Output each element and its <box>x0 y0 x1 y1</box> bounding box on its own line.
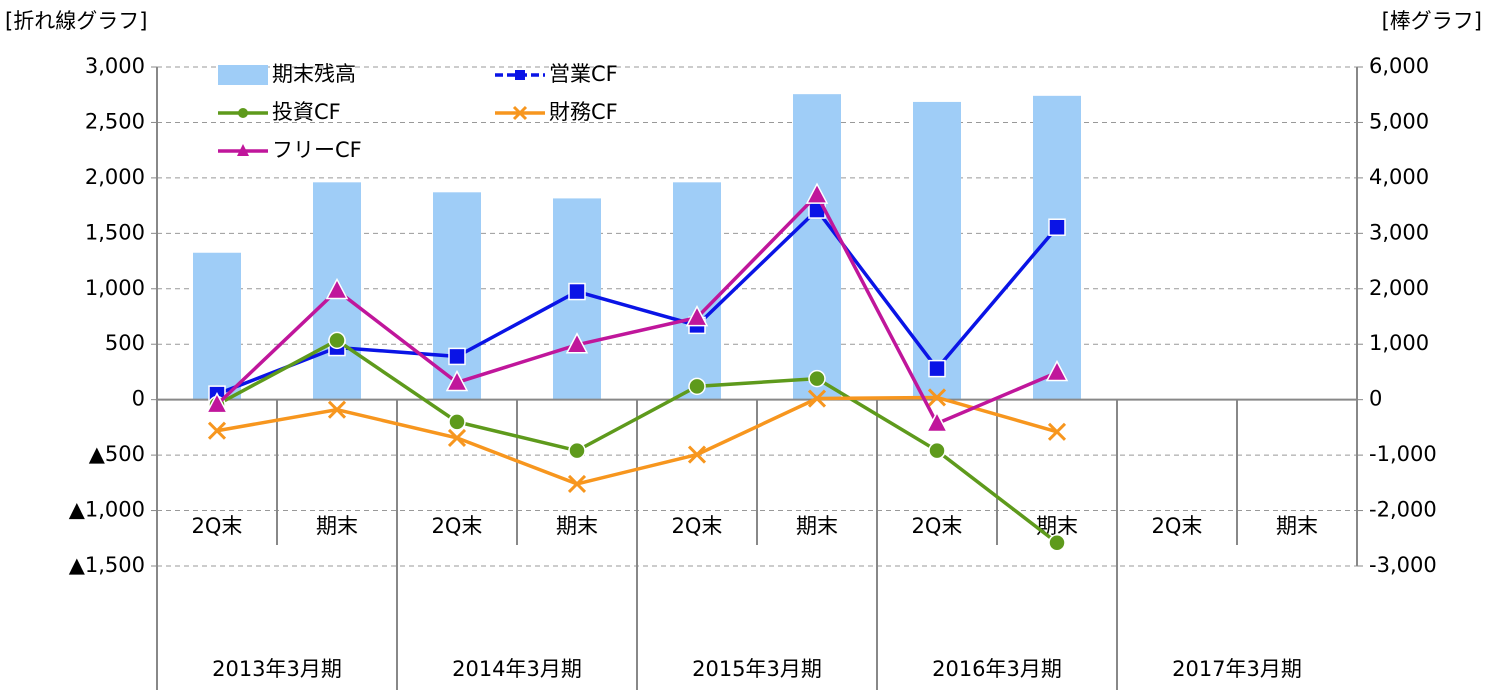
point <box>1048 218 1066 236</box>
point <box>925 410 949 433</box>
y-axis-label: [折れ線グラフ] <box>5 9 147 33</box>
group-label: 2015年3月期 <box>692 657 822 681</box>
group-label: 2013年3月期 <box>212 657 342 681</box>
y2-tick-label: 0 <box>1369 387 1382 411</box>
point <box>205 392 229 414</box>
point <box>565 332 589 354</box>
point <box>445 369 469 392</box>
y-tick-label: 0 <box>132 387 145 411</box>
legend-label: 営業CF <box>549 62 618 86</box>
legend-label: 財務CF <box>549 100 618 124</box>
y-tick-label: 2,000 <box>85 165 145 189</box>
y2-tick-label: -2,000 <box>1369 498 1437 522</box>
point <box>1045 359 1069 382</box>
line <box>216 338 1059 545</box>
point <box>808 369 826 388</box>
y-tick-label: 1,000 <box>85 276 145 300</box>
y2-tick-label: 3,000 <box>1369 220 1429 244</box>
group-label: 2017年3月期 <box>1172 657 1302 681</box>
point <box>1047 422 1067 441</box>
x-tick-label: 2Q末 <box>192 514 243 538</box>
bar <box>673 182 721 400</box>
y2-tick-label: -1,000 <box>1369 442 1437 466</box>
y2-tick-label: -3,000 <box>1369 553 1437 577</box>
line <box>215 192 1058 426</box>
x-tick-label: 期末 <box>316 514 358 538</box>
y-tick-label: ▲500 <box>89 442 145 466</box>
y-tick-label: ▲1,000 <box>69 498 145 522</box>
point <box>568 441 586 460</box>
x-tick-label: 2Q末 <box>912 514 963 538</box>
point <box>447 428 467 447</box>
point <box>325 277 349 300</box>
x-tick-label: 期末 <box>796 514 838 538</box>
x-tick-label: 期末 <box>1276 514 1318 538</box>
point <box>805 182 829 204</box>
point <box>807 389 827 408</box>
legend-marker <box>237 144 249 156</box>
y2-tick-label: 1,000 <box>1369 331 1429 355</box>
point <box>327 400 347 419</box>
y2-tick-label: 6,000 <box>1369 54 1429 78</box>
point <box>207 421 227 440</box>
line <box>216 207 1059 396</box>
y2-tick-label: 5,000 <box>1369 109 1429 133</box>
point <box>927 388 947 407</box>
x-tick-label: 2Q末 <box>432 514 483 538</box>
point <box>928 359 946 378</box>
legend-marker <box>515 70 525 80</box>
y2-tick-label: 4,000 <box>1369 165 1429 189</box>
group-label: 2014年3月期 <box>452 657 582 681</box>
legend-label: 投資CF <box>272 100 341 124</box>
x-tick-label: 2Q末 <box>672 514 723 538</box>
point <box>568 282 586 301</box>
y2-axis-label: [棒グラフ] <box>1382 9 1482 33</box>
legend-marker <box>512 105 528 121</box>
legend-swatch <box>218 65 268 85</box>
bar <box>793 94 841 400</box>
y-tick-label: 1,500 <box>85 220 145 244</box>
legend-marker <box>238 108 248 118</box>
legend-label: フリーCF <box>272 138 362 162</box>
legend-label: 期末残高 <box>272 62 356 86</box>
bar <box>913 101 961 400</box>
y-tick-label: 2,500 <box>85 109 145 133</box>
point <box>1048 533 1066 552</box>
x-tick-label: 期末 <box>556 514 598 538</box>
y-tick-label: ▲1,500 <box>69 553 145 577</box>
group-label: 2016年3月期 <box>932 657 1062 681</box>
point <box>687 445 707 464</box>
point <box>685 304 709 327</box>
point <box>448 413 466 431</box>
bar <box>193 252 241 400</box>
y-tick-label: 500 <box>105 331 145 355</box>
point <box>567 474 587 494</box>
point <box>328 331 346 350</box>
line <box>216 395 1058 486</box>
point <box>688 377 706 396</box>
point <box>928 441 946 460</box>
y2-tick-label: 2,000 <box>1369 276 1429 300</box>
x-tick-label: 2Q末 <box>1152 514 1203 538</box>
point <box>448 347 466 366</box>
y-tick-label: 3,000 <box>85 54 145 78</box>
